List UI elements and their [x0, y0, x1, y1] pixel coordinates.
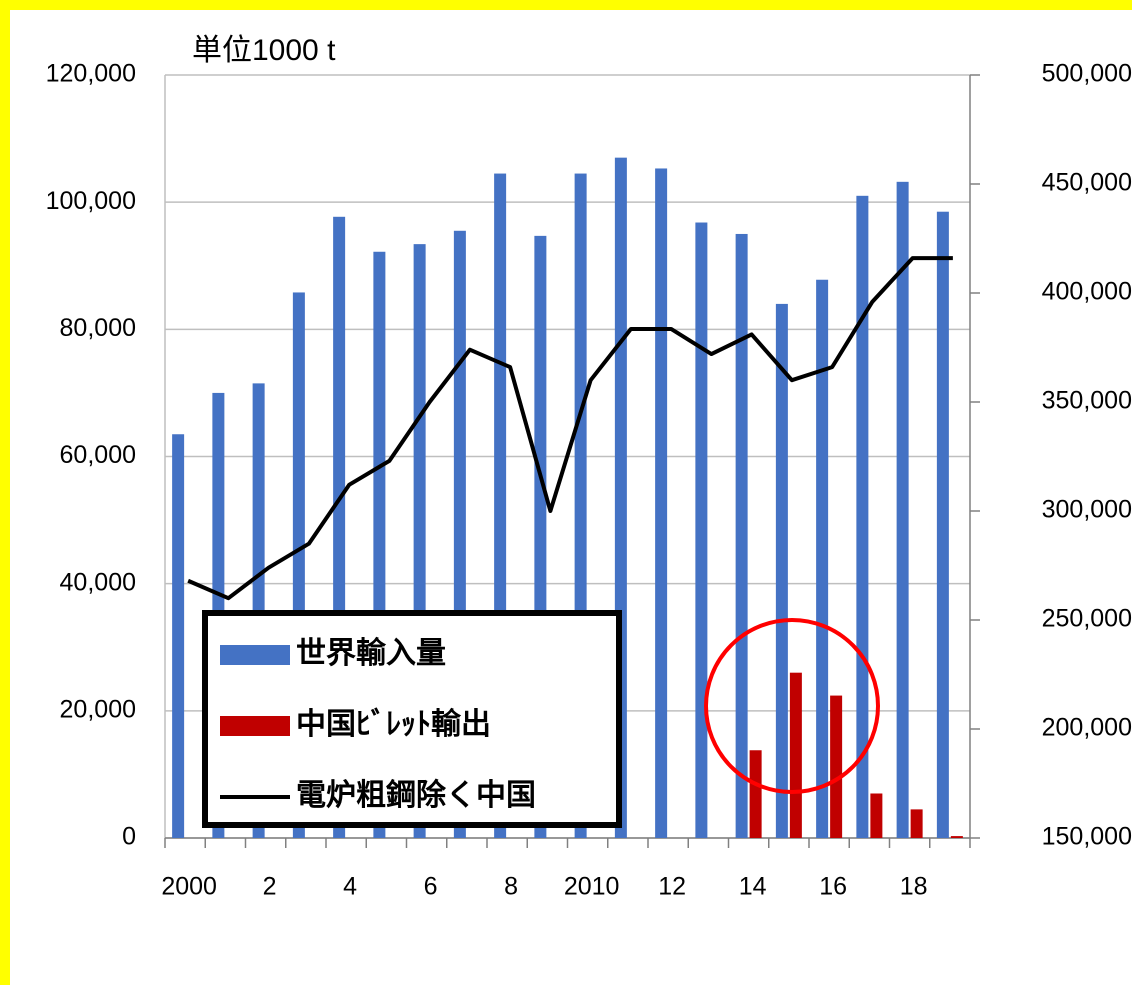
- x-tick-label: 2: [263, 873, 277, 901]
- legend-swatch: [220, 716, 290, 736]
- y-tick-label: 100,000: [46, 187, 136, 215]
- y2-tick-label: 250,000: [1042, 605, 1132, 633]
- y-tick-label: 40,000: [60, 568, 136, 596]
- x-tick-label: 8: [504, 873, 518, 901]
- y2-tick-label: 500,000: [1042, 60, 1132, 88]
- y-tick-label: 120,000: [46, 60, 136, 88]
- y-tick-label: 60,000: [60, 441, 136, 469]
- legend-label: 電炉粗鋼除く中国: [296, 778, 536, 812]
- bar: [936, 211, 949, 838]
- y2-tick-label: 400,000: [1042, 278, 1132, 306]
- highlight-circle: [704, 618, 880, 794]
- bar: [910, 809, 923, 838]
- bar: [695, 222, 708, 839]
- bar: [172, 434, 185, 838]
- legend-label: 中国ﾋﾞﾚｯﾄ輸出: [296, 707, 491, 741]
- x-tick-label: 2000: [161, 873, 217, 901]
- y-tick-label: 0: [122, 823, 136, 851]
- y-tick-label: 20,000: [60, 695, 136, 723]
- x-tick-label: 2010: [564, 873, 620, 901]
- x-tick-label: 18: [900, 873, 928, 901]
- x-tick-label: 6: [424, 873, 438, 901]
- bar: [816, 279, 829, 838]
- legend-label: 世界輸入量: [296, 636, 446, 670]
- y2-tick-label: 300,000: [1042, 496, 1132, 524]
- bar: [655, 168, 668, 838]
- chart-title: 単位1000 t: [192, 34, 336, 67]
- x-tick-label: 14: [739, 873, 767, 901]
- bar: [896, 181, 909, 838]
- bar: [856, 195, 869, 838]
- bar: [789, 672, 802, 838]
- x-tick-label: 16: [819, 873, 847, 901]
- line: [187, 256, 953, 601]
- y2-tick-label: 450,000: [1042, 169, 1132, 197]
- x-tick-label: 12: [658, 873, 686, 901]
- bar: [870, 793, 883, 838]
- y-tick-label: 80,000: [60, 314, 136, 342]
- bar: [830, 695, 843, 838]
- legend-swatch: [220, 645, 290, 665]
- y2-tick-label: 200,000: [1042, 714, 1132, 742]
- y2-tick-label: 150,000: [1042, 823, 1132, 851]
- bar: [735, 233, 748, 839]
- y2-tick-label: 350,000: [1042, 387, 1132, 415]
- x-tick-label: 4: [343, 873, 357, 901]
- bar: [950, 836, 963, 838]
- bar: [775, 303, 788, 838]
- bar: [749, 750, 762, 838]
